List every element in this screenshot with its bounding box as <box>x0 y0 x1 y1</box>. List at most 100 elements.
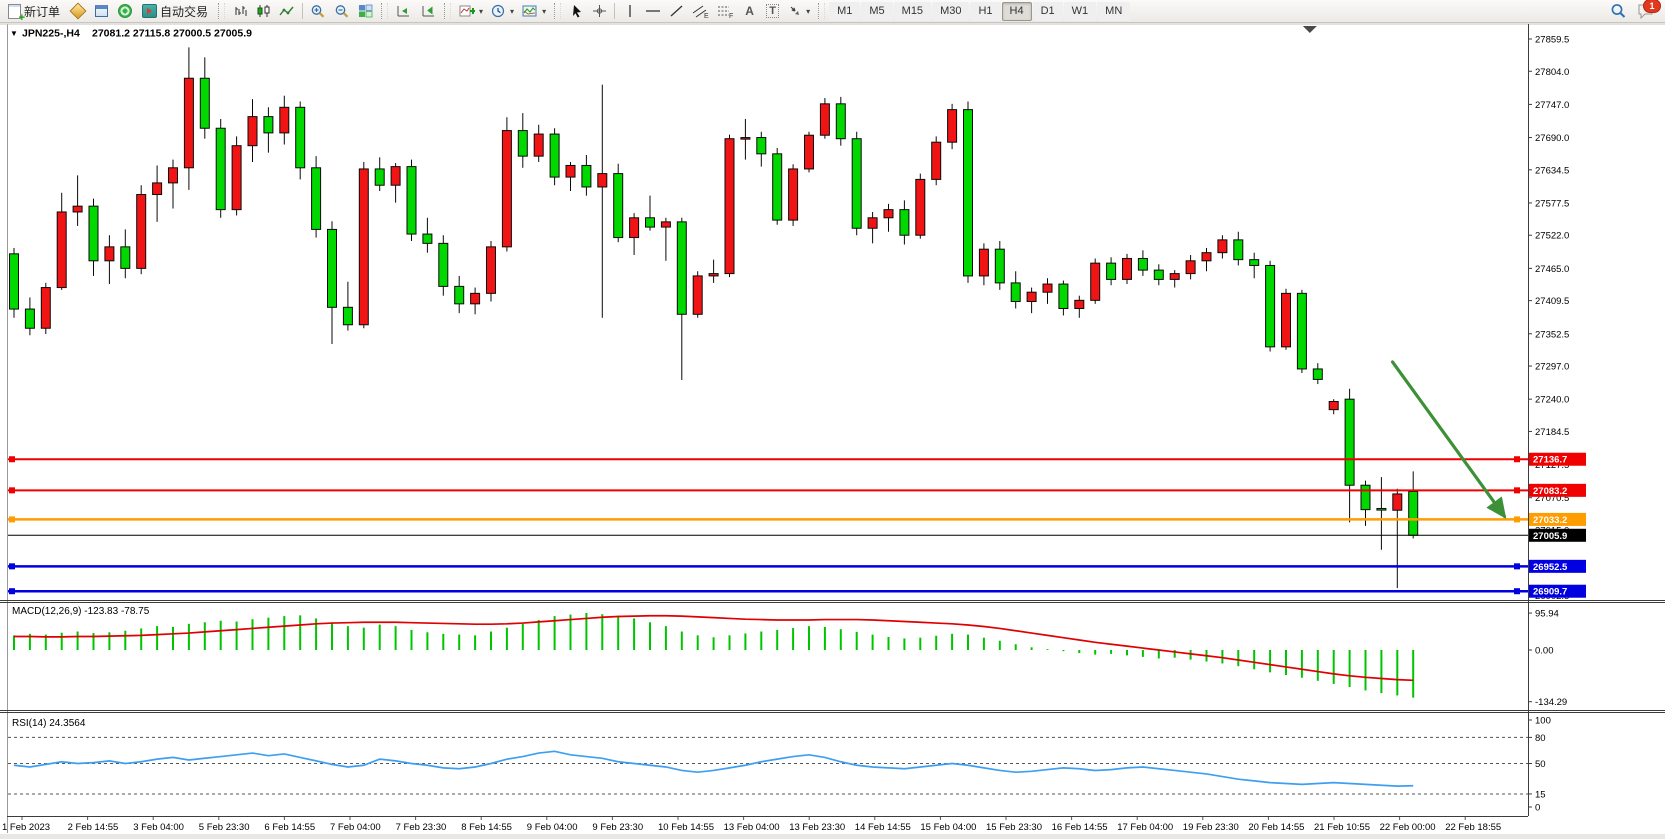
zoom-in-button[interactable] <box>306 1 330 21</box>
time-label: 5 Feb 23:30 <box>199 822 250 833</box>
search-icon[interactable] <box>1610 3 1627 19</box>
svg-text:27634.5: 27634.5 <box>1535 165 1569 176</box>
time-label: 7 Feb 23:30 <box>396 822 447 833</box>
fibonacci-tool-button[interactable]: F <box>713 1 738 21</box>
hline-27033.2[interactable] <box>8 516 1528 523</box>
time-label: 2 Feb 14:55 <box>68 822 119 833</box>
text-label-tool-button[interactable]: T <box>761 1 784 21</box>
candlestick-mode-button[interactable] <box>252 1 275 21</box>
auto-trading-button[interactable]: 自动交易 <box>136 1 214 21</box>
timeframe-button-m30[interactable]: M30 <box>932 1 970 21</box>
time-label: 8 Feb 14:55 <box>461 822 512 833</box>
chart-area[interactable]: 27859.5 27804.0 27747.0 27690.0 27634.5 27577… <box>0 23 1665 839</box>
svg-text:27033.2: 27033.2 <box>1533 515 1567 526</box>
candle-down <box>438 242 449 287</box>
candle-up <box>692 275 703 315</box>
terminal-button[interactable] <box>90 1 113 21</box>
timeframe-button-d1[interactable]: D1 <box>1032 1 1063 21</box>
candle-down <box>1010 282 1021 303</box>
candle-up <box>470 292 481 305</box>
candle-down <box>9 253 19 310</box>
timeframe-button-h4[interactable]: H4 <box>1001 1 1032 21</box>
candle-up <box>1281 292 1291 348</box>
svg-text:27352.5: 27352.5 <box>1535 329 1569 340</box>
hline-26909.7[interactable] <box>8 588 1528 595</box>
candle-up <box>56 211 67 289</box>
trendline-tool-button[interactable] <box>665 1 688 21</box>
metaeditor-button[interactable] <box>66 1 90 21</box>
fibonacci-icon: F <box>718 6 733 19</box>
chart-shift-button[interactable] <box>416 1 440 21</box>
candle-up <box>136 194 147 269</box>
equidistant-channel-tool-button[interactable]: E <box>688 1 713 21</box>
svg-text:27184.5: 27184.5 <box>1535 427 1569 438</box>
channel-icon: E <box>692 5 709 19</box>
candle-up <box>597 173 608 188</box>
chat-button[interactable]: 1 <box>1637 0 1661 19</box>
candle-down <box>454 285 465 305</box>
line-chart-mode-button[interactable] <box>275 1 299 21</box>
candles-layer[interactable] <box>9 47 1419 589</box>
cursor-tool-button[interactable] <box>565 1 588 21</box>
chart-header: ▼ JPN225-,H4 27081.2 27115.8 27000.5 27005… <box>10 28 252 40</box>
svg-text:27409.5: 27409.5 <box>1535 296 1569 307</box>
candle-down <box>1376 507 1387 511</box>
svg-text:26909.7: 26909.7 <box>1533 587 1567 598</box>
trend-arrow[interactable] <box>1390 360 1507 519</box>
timeframe-button-mn[interactable]: MN <box>1097 1 1131 21</box>
candle-down <box>342 306 353 326</box>
new-order-icon <box>8 3 25 24</box>
timeframe-button-m5[interactable]: M5 <box>861 1 893 21</box>
svg-text:27522.0: 27522.0 <box>1535 231 1569 242</box>
candle-up <box>486 246 496 294</box>
templates-button[interactable]: ▾ <box>518 1 550 21</box>
crosshair-icon <box>593 5 607 17</box>
hline-27136.7[interactable] <box>8 456 1528 463</box>
chart-shift-marker[interactable] <box>1302 26 1317 33</box>
zoom-out-button[interactable] <box>330 1 354 21</box>
arrows-tool-button[interactable]: ▾ <box>784 1 814 21</box>
svg-text:27005.9: 27005.9 <box>1533 531 1567 542</box>
candle-down <box>645 217 655 228</box>
timeframe-button-m15[interactable]: M15 <box>893 1 932 21</box>
candle-down <box>311 167 322 230</box>
hline-26952.5[interactable] <box>8 563 1528 570</box>
candle-down <box>994 248 1005 284</box>
svg-text:100: 100 <box>1535 716 1551 727</box>
svg-text:26952.5: 26952.5 <box>1533 562 1568 573</box>
bar-chart-mode-button[interactable] <box>229 1 252 21</box>
svg-text:27297.0: 27297.0 <box>1535 362 1569 373</box>
new-order-button[interactable]: 新订单 <box>2 1 66 24</box>
bar-chart-icon <box>235 6 247 16</box>
horizontal-line-tool-button[interactable] <box>641 1 665 21</box>
timeframe-button-h1[interactable]: H1 <box>970 1 1001 21</box>
signals-button[interactable] <box>113 1 136 21</box>
periods-button[interactable]: ▾ <box>487 1 518 21</box>
candle-up <box>629 217 640 239</box>
auto-scroll-button[interactable] <box>392 1 416 21</box>
timeframe-button-w1[interactable]: W1 <box>1063 1 1097 21</box>
crosshair-tool-button[interactable] <box>588 1 611 21</box>
candle-up <box>565 164 576 178</box>
candle-down <box>1137 257 1148 271</box>
candle-down <box>1408 491 1419 536</box>
candle-down <box>613 173 624 239</box>
hline-27083.2[interactable] <box>8 487 1528 494</box>
text-tool-button[interactable]: A <box>738 1 761 21</box>
time-label: 14 Feb 14:55 <box>855 822 911 833</box>
timeframe-button-m1[interactable]: M1 <box>829 1 861 21</box>
chart-ohlc-values: 27081.2 27115.8 27000.5 27005.9 <box>92 28 252 40</box>
candle-down <box>756 137 767 155</box>
candle-up <box>660 221 671 228</box>
indicators-button[interactable]: ▾ <box>455 1 487 21</box>
vertical-line-tool-button[interactable] <box>618 1 641 21</box>
time-label: 21 Feb 10:55 <box>1314 822 1370 833</box>
candle-up <box>1185 260 1196 275</box>
tile-windows-button[interactable] <box>354 1 377 21</box>
chart-shift-icon <box>422 6 435 17</box>
time-label: 17 Feb 04:00 <box>1117 822 1173 833</box>
candle-up <box>183 77 194 169</box>
candle-down <box>422 233 433 244</box>
svg-text:27577.5: 27577.5 <box>1535 198 1569 209</box>
chart-symbol-title: JPN225-,H4 <box>22 28 80 40</box>
